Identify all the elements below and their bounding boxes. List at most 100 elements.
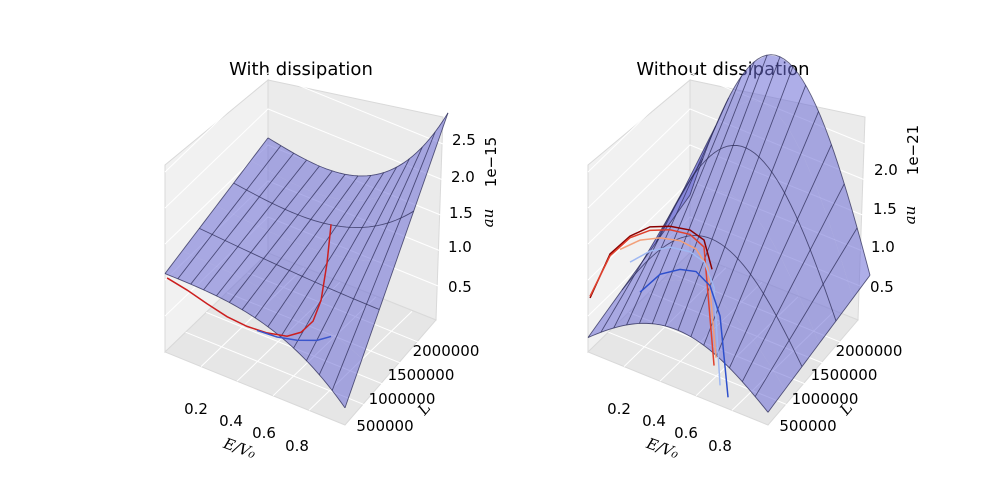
surface-wire bbox=[689, 54, 871, 276]
surface-patch bbox=[220, 246, 251, 275]
surface-patch bbox=[759, 315, 790, 369]
surface-patch bbox=[806, 284, 836, 344]
surface-patch bbox=[716, 145, 746, 194]
z-tick-label: 1.5 bbox=[449, 204, 473, 222]
y-tick-label: 2000000 bbox=[413, 342, 480, 360]
surface-patch bbox=[229, 190, 260, 219]
surface-patch bbox=[690, 291, 721, 346]
surface-patch bbox=[289, 160, 320, 188]
z-tick-label: 1.0 bbox=[448, 238, 472, 256]
z-tick-label: 0.5 bbox=[870, 278, 894, 296]
surface-patch bbox=[733, 274, 764, 331]
surface-patch bbox=[711, 76, 742, 136]
surface-patch bbox=[750, 55, 780, 103]
curves bbox=[166, 224, 332, 342]
surface-patch bbox=[267, 301, 298, 337]
panel-without-dissipation: Without dissipation 0.2 0.4 0.6 0.8 E/V₀… bbox=[587, 54, 922, 462]
surface-patch bbox=[349, 304, 380, 359]
surface-patch bbox=[216, 274, 247, 303]
surface-wire bbox=[164, 273, 346, 409]
x-tick-label: 0.8 bbox=[285, 437, 309, 455]
surface-patch bbox=[199, 205, 230, 235]
surface-patch bbox=[353, 172, 384, 201]
surface-wire bbox=[254, 175, 359, 319]
surface-patch bbox=[686, 190, 717, 237]
surface-patch bbox=[652, 280, 683, 326]
surface-patch bbox=[789, 312, 819, 367]
z-axis-label: au bbox=[901, 206, 919, 225]
surface-patch bbox=[289, 246, 320, 277]
surface-patch bbox=[814, 144, 845, 217]
surface-patch bbox=[177, 256, 208, 285]
surface-patch bbox=[771, 128, 802, 193]
x-tick-label: 0.2 bbox=[607, 400, 631, 418]
surface-patch bbox=[340, 175, 371, 201]
surface-patch bbox=[255, 203, 286, 231]
surface-patch bbox=[237, 224, 268, 253]
surface-wire bbox=[241, 174, 346, 310]
surface-patch bbox=[216, 183, 247, 213]
surface-patch bbox=[259, 264, 290, 295]
z-ticks: 0.5 1.0 1.5 2.0 2.5 bbox=[448, 131, 476, 296]
surface-patch bbox=[387, 174, 418, 223]
surface-patch bbox=[712, 193, 742, 247]
surface-patch bbox=[293, 219, 324, 247]
surface-patch bbox=[720, 258, 751, 316]
surface-patch bbox=[746, 102, 776, 157]
surface-patch bbox=[703, 145, 734, 193]
surface-patch bbox=[780, 219, 811, 283]
y-ticks: 500000 1000000 1500000 2000000 bbox=[779, 342, 902, 435]
surface-wire bbox=[767, 274, 871, 413]
surface-patch bbox=[665, 280, 695, 331]
surface-patch bbox=[643, 241, 674, 288]
surface-wire bbox=[621, 235, 803, 367]
surface-wire bbox=[639, 76, 742, 324]
surface-patch bbox=[630, 249, 661, 295]
x-tick-label: 0.6 bbox=[252, 424, 276, 442]
surface-patch bbox=[332, 227, 363, 258]
surface-patch bbox=[375, 185, 406, 227]
surface-patch bbox=[285, 276, 316, 310]
surface-patch bbox=[707, 105, 738, 159]
surface-patch bbox=[336, 298, 367, 348]
z-offset-label: 1e−21 bbox=[904, 125, 922, 175]
surface-patch bbox=[229, 280, 260, 310]
surface-wire bbox=[293, 166, 397, 349]
z-tick-label: 1.0 bbox=[871, 238, 895, 256]
surface-patch bbox=[370, 218, 401, 262]
surface bbox=[164, 112, 449, 409]
surface-patch bbox=[340, 259, 371, 299]
surface-patch bbox=[212, 212, 243, 241]
x-ticks: 0.2 0.4 0.6 0.8 bbox=[607, 400, 732, 455]
surface-patch bbox=[750, 233, 781, 294]
surface-patch bbox=[733, 100, 763, 148]
surface-wire bbox=[228, 170, 333, 303]
surface-patch bbox=[788, 85, 819, 153]
y-tick-label: 1500000 bbox=[811, 366, 878, 384]
surface-patch bbox=[319, 336, 350, 391]
series-curve bbox=[589, 225, 713, 299]
z-ticks: 0.5 1.0 1.5 2.0 bbox=[870, 161, 898, 296]
series-curve bbox=[639, 268, 729, 398]
surface-patch bbox=[310, 196, 341, 224]
surface-wire bbox=[651, 61, 755, 324]
z-tick-label: 0.5 bbox=[448, 278, 472, 296]
surface-patch bbox=[250, 230, 281, 259]
surface-patch bbox=[656, 236, 687, 283]
surface-wire bbox=[677, 56, 781, 331]
surface-patch bbox=[267, 209, 298, 237]
surface-wire bbox=[729, 144, 832, 369]
surface-patch bbox=[699, 190, 729, 240]
surface-patch bbox=[233, 252, 264, 281]
surface-patch bbox=[250, 137, 281, 168]
surface-patch bbox=[707, 246, 738, 302]
surface-patch bbox=[724, 201, 755, 259]
surface-patch bbox=[272, 270, 303, 302]
surface-patch bbox=[297, 282, 328, 318]
surface-patch bbox=[741, 156, 772, 216]
panel-title: With dissipation bbox=[229, 59, 373, 80]
surface-patch bbox=[724, 61, 755, 118]
surface-patch bbox=[357, 222, 388, 261]
surface-patch bbox=[272, 181, 303, 210]
surface-patch bbox=[405, 131, 436, 186]
